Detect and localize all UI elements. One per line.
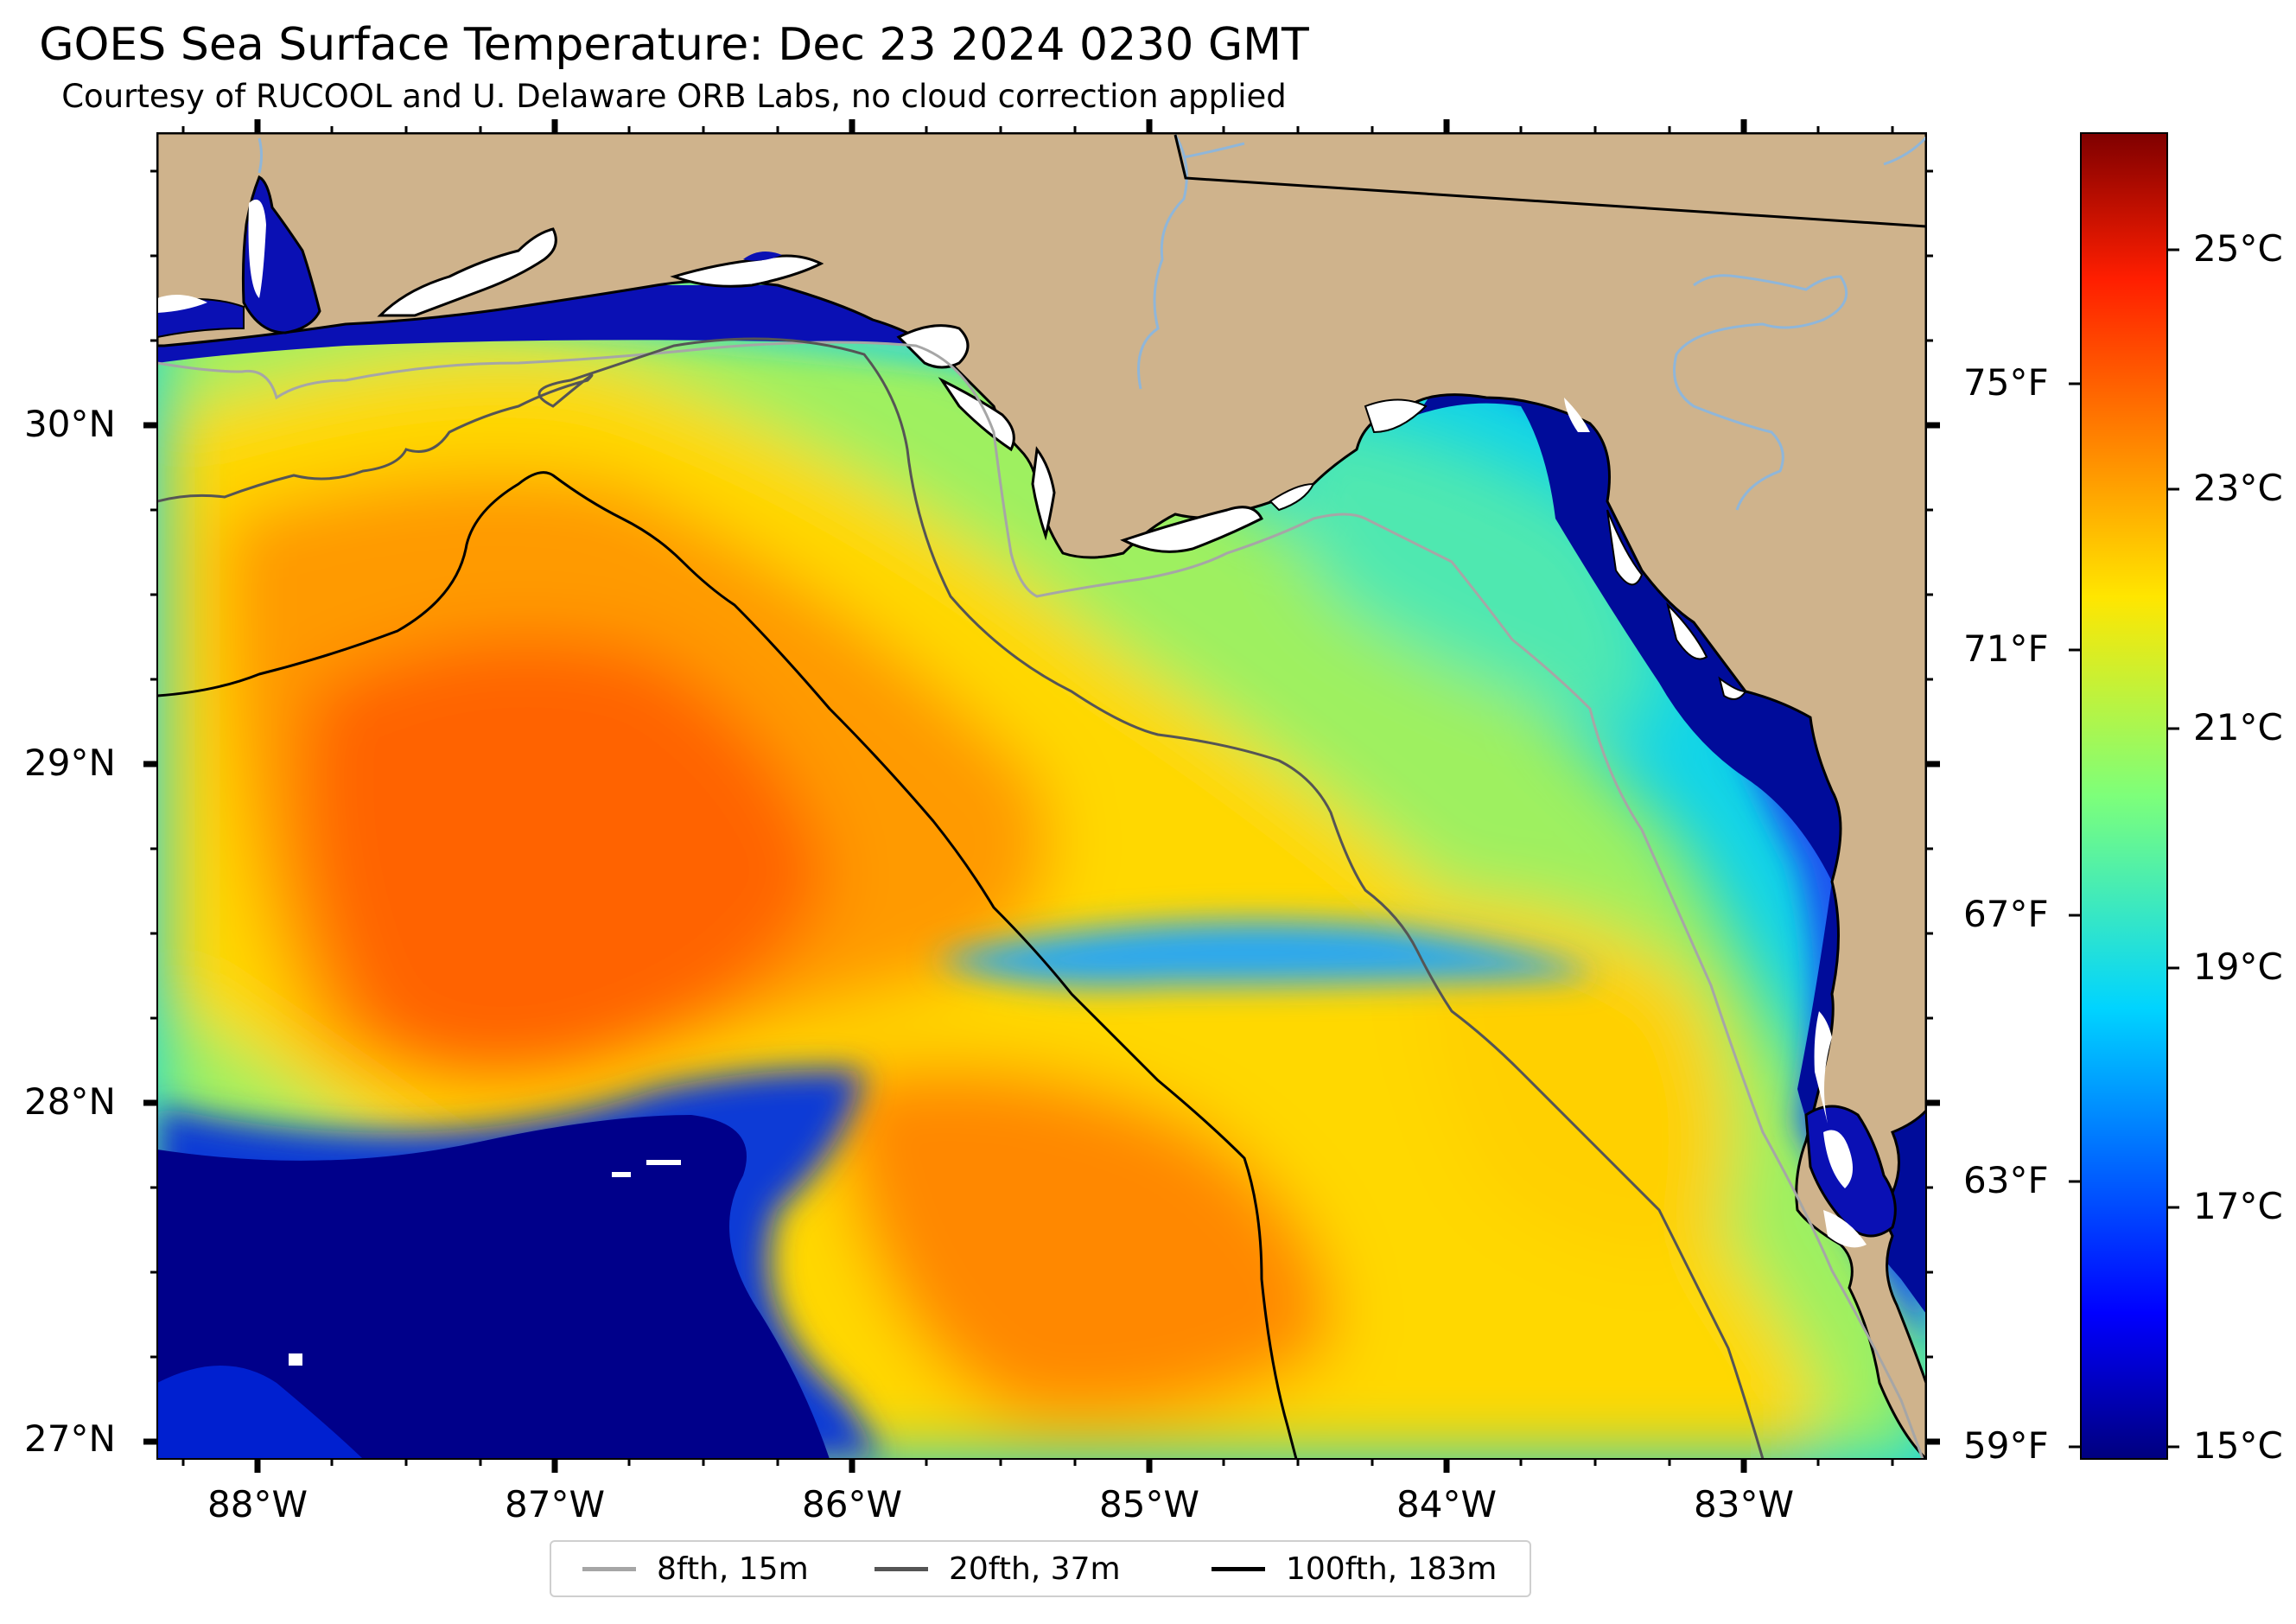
colorbar-f-label-63: 63°F bbox=[1963, 1159, 2049, 1201]
colorbar-c-label-19: 19°C bbox=[2193, 946, 2283, 988]
colorbar-c-label-23: 23°C bbox=[2193, 467, 2283, 509]
lon-label-83w: 83°W bbox=[1694, 1483, 1794, 1525]
colorbar-c-label-25: 25°C bbox=[2193, 227, 2283, 270]
legend-line-20fth bbox=[875, 1566, 928, 1571]
isobaths bbox=[157, 337, 1924, 1459]
lat-label-28n: 28°N bbox=[24, 1080, 116, 1123]
lon-label-84w: 84°W bbox=[1396, 1483, 1497, 1525]
rivers bbox=[258, 134, 1926, 511]
legend-label-20fth: 20fth, 37m bbox=[949, 1551, 1121, 1587]
legend-item-20fth: 20fth, 37m bbox=[875, 1542, 1121, 1595]
map-subtitle: Courtesy of RUCOOL and U. Delaware ORB L… bbox=[61, 78, 1287, 115]
colorbar-f-label-71: 71°F bbox=[1963, 627, 2049, 670]
colorbar bbox=[2080, 132, 2168, 1460]
legend-line-100fth bbox=[1212, 1566, 1265, 1571]
legend-label-8fth: 8fth, 15m bbox=[657, 1551, 809, 1587]
land-mass bbox=[157, 133, 1926, 1459]
colorbar-ticks bbox=[2069, 248, 2179, 1449]
lat-ticks bbox=[143, 422, 1940, 1445]
lat-label-29n: 29°N bbox=[24, 742, 116, 784]
state-border bbox=[1173, 134, 1927, 228]
minor-ticks bbox=[150, 126, 1933, 1466]
lat-label-27n: 27°N bbox=[24, 1417, 116, 1460]
lon-label-86w: 86°W bbox=[802, 1483, 902, 1525]
legend-item-100fth: 100fth, 183m bbox=[1212, 1542, 1497, 1595]
colorbar-f-label-59: 59°F bbox=[1963, 1424, 2049, 1467]
lon-label-88w: 88°W bbox=[207, 1483, 308, 1525]
isobath-legend: 8fth, 15m 20fth, 37m 100fth, 183m bbox=[550, 1540, 1531, 1597]
lon-label-85w: 85°W bbox=[1099, 1483, 1199, 1525]
legend-label-100fth: 100fth, 183m bbox=[1286, 1551, 1498, 1587]
colorbar-c-label-17: 17°C bbox=[2193, 1185, 2283, 1227]
colorbar-c-label-21: 21°C bbox=[2193, 706, 2283, 748]
legend-item-8fth: 8fth, 15m bbox=[582, 1542, 809, 1595]
colorbar-c-label-15: 15°C bbox=[2193, 1424, 2283, 1467]
lat-label-30n: 30°N bbox=[24, 403, 116, 445]
lon-ticks bbox=[254, 119, 1747, 1473]
map-title: GOES Sea Surface Temperature: Dec 23 202… bbox=[39, 19, 1309, 71]
map-frame bbox=[156, 132, 1927, 1460]
colorbar-f-label-67: 67°F bbox=[1963, 893, 2049, 935]
colorbar-f-label-75: 75°F bbox=[1963, 361, 2049, 404]
legend-line-8fth bbox=[582, 1566, 636, 1571]
lon-label-87w: 87°W bbox=[505, 1483, 605, 1525]
